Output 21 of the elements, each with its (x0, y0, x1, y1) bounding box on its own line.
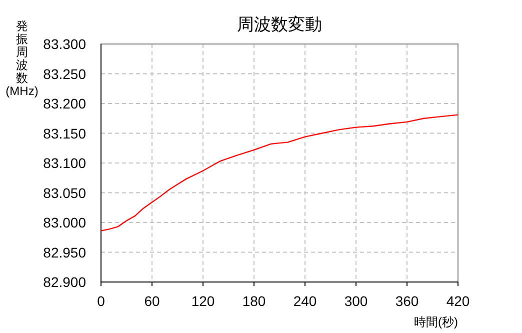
x-tick-label: 60 (144, 293, 160, 309)
y-tick-label: 83.200 (43, 96, 86, 112)
y-tick-label: 82.900 (43, 274, 86, 290)
y-tick-label: 83.250 (43, 66, 86, 82)
y-tick-label: 83.150 (43, 125, 86, 142)
x-tick-label: 240 (293, 293, 317, 309)
x-tick-label: 0 (97, 293, 106, 309)
chart-title: 周波数変動 (237, 15, 322, 34)
x-tick-label: 120 (191, 293, 215, 309)
y-axis-title: 発振周波数(MHz) (6, 19, 38, 98)
x-tick-label: 180 (242, 293, 266, 309)
y-tick-label: 82.950 (43, 244, 86, 260)
x-tick-label: 360 (395, 293, 419, 309)
x-tick-label: 300 (344, 293, 368, 309)
y-tick-label: 83.050 (43, 184, 86, 201)
y-tick-label: 83.000 (43, 214, 86, 230)
line-series (100, 114, 459, 232)
x-tick-label: 420 (446, 293, 470, 309)
y-tick-label: 83.100 (43, 155, 86, 171)
x-axis-title: 時間(秒) (414, 315, 458, 329)
y-tick-label: 83.300 (43, 36, 86, 52)
